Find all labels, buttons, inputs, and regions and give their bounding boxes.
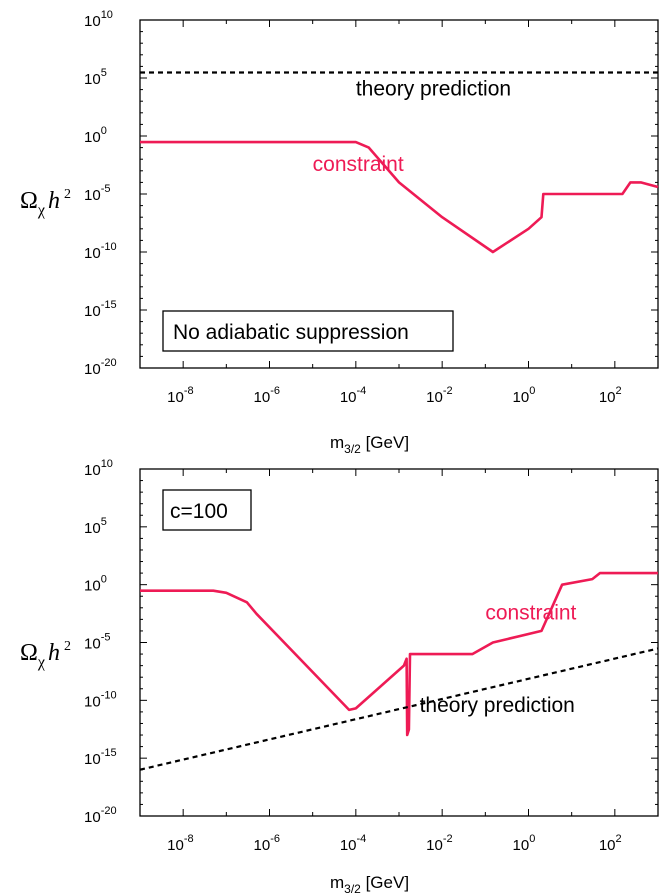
- x-axis-label-top: m3/2 [GeV]: [330, 433, 409, 456]
- legend-box-top: No adiabatic suppression: [162, 310, 454, 352]
- svg-text:m3/2 [GeV]: m3/2 [GeV]: [330, 873, 409, 894]
- y-tick-label: 10-5: [84, 632, 110, 653]
- y-label-sup: 2: [64, 639, 71, 654]
- x-label-unit: [GeV]: [361, 433, 409, 452]
- theory-prediction-line: [139, 647, 659, 771]
- y-axis-label-bottom: Ωχ h 2: [20, 639, 71, 671]
- x-tick-label: 10-8: [167, 385, 193, 406]
- svg-text:m3/2 [GeV]: m3/2 [GeV]: [330, 433, 409, 456]
- y-label-h: h: [48, 188, 60, 214]
- x-tick-label: 10-2: [426, 833, 452, 854]
- y-tick-label: 105: [84, 67, 107, 88]
- y-tick-label: 1010: [84, 9, 113, 30]
- plot-area-top: 10-8 10-6 10-4 10-2 100 102 1010 105 100 10-5 10-1…: [84, 9, 659, 406]
- y-tick-label: 10-5: [84, 183, 110, 204]
- x-tick-label: 102: [599, 385, 622, 406]
- y-tick-label: 100: [84, 125, 107, 146]
- x-tick-label: 10-8: [167, 833, 193, 854]
- y-tick-label: 10-10: [84, 689, 117, 710]
- panel-bottom: 10-8 10-6 10-4 10-2 100 102 1010 105 100 10-5 10-1…: [20, 458, 659, 894]
- y-tick-label: 100: [84, 574, 107, 595]
- x-label-sub: 3/2: [344, 882, 361, 894]
- y-tick-label: 10-20: [84, 805, 117, 826]
- theory-prediction-label: theory prediction: [420, 694, 575, 717]
- y-label-main: Ω: [20, 640, 38, 666]
- plot-area-bottom: 10-8 10-6 10-4 10-2 100 102 1010 105 100 10-5 10-1…: [84, 458, 659, 854]
- constraint-curve: [140, 140, 659, 254]
- y-label-main: Ω: [20, 188, 38, 214]
- theory-prediction-label: theory prediction: [356, 78, 511, 101]
- x-tick-label: 102: [599, 833, 622, 854]
- x-tick-label: 10-4: [340, 385, 366, 406]
- y-tick-label: 10-20: [84, 357, 117, 378]
- y-label-sup: 2: [64, 187, 71, 202]
- y-label-sub: χ: [37, 654, 46, 671]
- x-tick-label: 100: [513, 833, 536, 854]
- legend-box-bottom: c=100: [162, 489, 252, 531]
- x-tick-label: 10-6: [254, 385, 280, 406]
- box-label: c=100: [170, 500, 228, 523]
- box-label: No adiabatic suppression: [173, 321, 409, 344]
- y-label-sub: χ: [37, 202, 46, 219]
- y-axis-label-top: Ωχ h 2: [20, 187, 71, 219]
- x-tick-label: 10-4: [340, 833, 366, 854]
- x-axis-label-bottom: m3/2 [GeV]: [330, 873, 409, 894]
- box-frame: [162, 310, 454, 352]
- x-label-sub: 3/2: [344, 442, 361, 456]
- x-tick-label: 10-2: [426, 385, 452, 406]
- y-tick-label: 1010: [84, 458, 113, 479]
- y-tick-label: 10-15: [84, 299, 117, 320]
- x-label-unit: [GeV]: [361, 873, 409, 892]
- box-frame: [162, 489, 252, 531]
- x-tick-label: 10-6: [254, 833, 280, 854]
- panel-top: 10-8 10-6 10-4 10-2 100 102 1010 105 100 10-5 10-1…: [20, 9, 659, 456]
- constraint-label: constraint: [485, 601, 576, 624]
- x-label-main: m: [330, 433, 344, 452]
- constraint-curve: [140, 571, 658, 737]
- constraint-label: constraint: [313, 153, 404, 176]
- x-tick-label: 100: [513, 385, 536, 406]
- y-label-h: h: [48, 640, 60, 666]
- y-tick-label: 10-15: [84, 747, 117, 768]
- y-tick-label: 10-10: [84, 241, 117, 262]
- x-label-main: m: [330, 873, 344, 892]
- y-tick-label: 105: [84, 516, 107, 537]
